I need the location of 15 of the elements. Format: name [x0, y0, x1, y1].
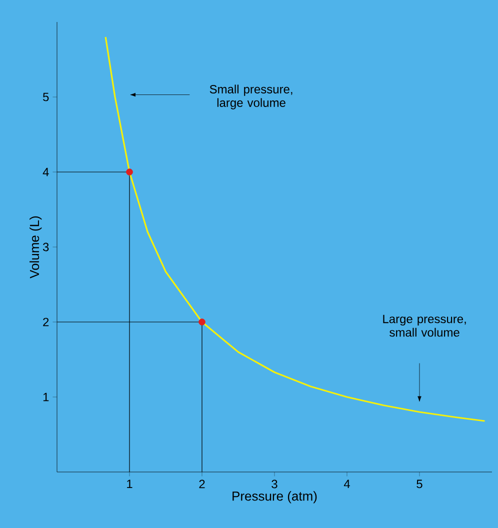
x-tick-label: 5	[416, 480, 422, 488]
x-tick-label: 2	[199, 480, 205, 488]
y-axis-title: Volume (L)	[30, 216, 42, 278]
y-tick-label: 4	[42, 168, 49, 176]
y-tick-label: 2	[43, 318, 49, 326]
x-axis-title: Pressure (atm)	[232, 491, 317, 504]
x-tick-label: 4	[344, 480, 350, 488]
y-tick-label: 1	[43, 392, 49, 402]
x-tick-label: 1	[127, 480, 132, 488]
annotation: Small pressure, large volume	[210, 84, 292, 110]
annotation: Large pressure, small volume	[383, 314, 466, 337]
line-series	[104, 36, 486, 422]
y-tick-label: 5	[43, 92, 49, 102]
y-tick-label: 3	[42, 242, 49, 252]
x-tick-label: 3	[272, 480, 278, 488]
